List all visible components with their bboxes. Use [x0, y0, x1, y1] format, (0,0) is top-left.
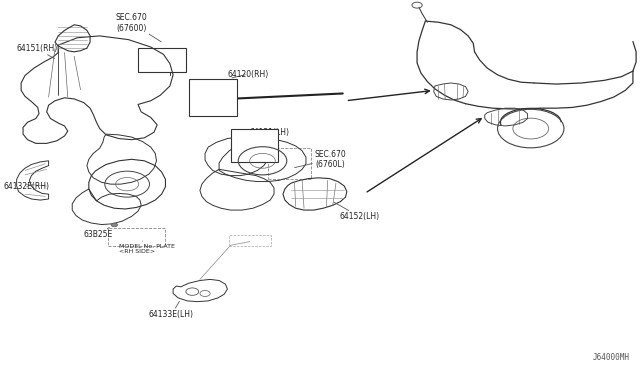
Bar: [230, 129, 278, 162]
Bar: [268, 148, 311, 179]
Text: J64000MH: J64000MH: [593, 353, 630, 362]
Bar: [138, 48, 186, 72]
Bar: [229, 235, 271, 246]
Text: SEC.670
(67600): SEC.670 (67600): [116, 13, 161, 42]
Text: 64151(RH): 64151(RH): [17, 44, 58, 59]
Text: 64120(RH): 64120(RH): [227, 70, 269, 78]
Text: MODEL No. PLATE
<RH SIDE>: MODEL No. PLATE <RH SIDE>: [119, 241, 175, 254]
Text: 63B25E: 63B25E: [84, 228, 113, 240]
Text: SEC.670
(6760L): SEC.670 (6760L): [294, 150, 347, 169]
Text: 64133E(LH): 64133E(LH): [149, 301, 194, 320]
Text: 64132E(RH): 64132E(RH): [4, 182, 50, 191]
Bar: [108, 228, 166, 246]
Text: 64152(LH): 64152(LH): [334, 202, 380, 221]
Circle shape: [111, 223, 118, 227]
Bar: [189, 79, 237, 116]
Text: 64121(LH): 64121(LH): [250, 128, 290, 137]
